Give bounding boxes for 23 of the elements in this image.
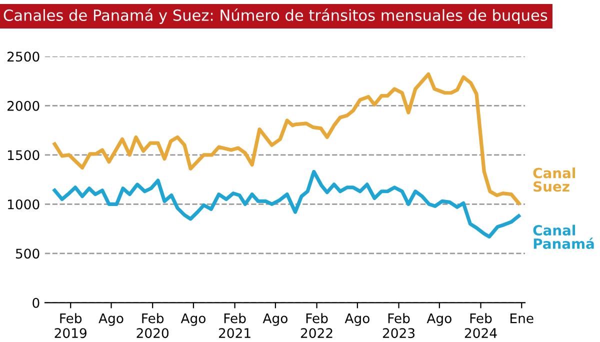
series-label: Canal Suez	[533, 168, 576, 192]
y-tick-label: 2000	[8, 100, 40, 111]
x-tick-label: Ago	[98, 313, 124, 326]
x-tick-label: Feb 2023	[382, 313, 414, 338]
x-tick-label: Feb 2019	[54, 313, 86, 338]
y-tick-label: 2500	[8, 52, 40, 62]
y-tick-label: 1000	[8, 199, 40, 210]
x-tick-label: Ago	[344, 313, 370, 326]
y-tick-label: 0	[32, 298, 40, 308]
x-tick-label: Ago	[262, 313, 288, 326]
x-tick-label: Feb 2021	[218, 313, 250, 338]
line-series	[52, 170, 521, 238]
x-tick-label: Feb 2020	[136, 313, 169, 338]
series-label: Canal Panamá	[533, 224, 594, 249]
line-series	[52, 72, 521, 205]
x-tick-label: Ene	[510, 313, 534, 324]
x-tick-label: Ago	[180, 313, 206, 326]
x-tick-label: Ago	[426, 313, 452, 326]
y-tick-label: 1500	[8, 150, 40, 160]
chart-title: Canales de Panamá y Suez: Número de tránsitos mensuales de buques	[4, 8, 548, 24]
y-tick-label: 500	[16, 248, 40, 259]
x-tick-label: Feb 2024	[464, 313, 497, 338]
x-tick-label: Feb 2022	[300, 313, 332, 338]
